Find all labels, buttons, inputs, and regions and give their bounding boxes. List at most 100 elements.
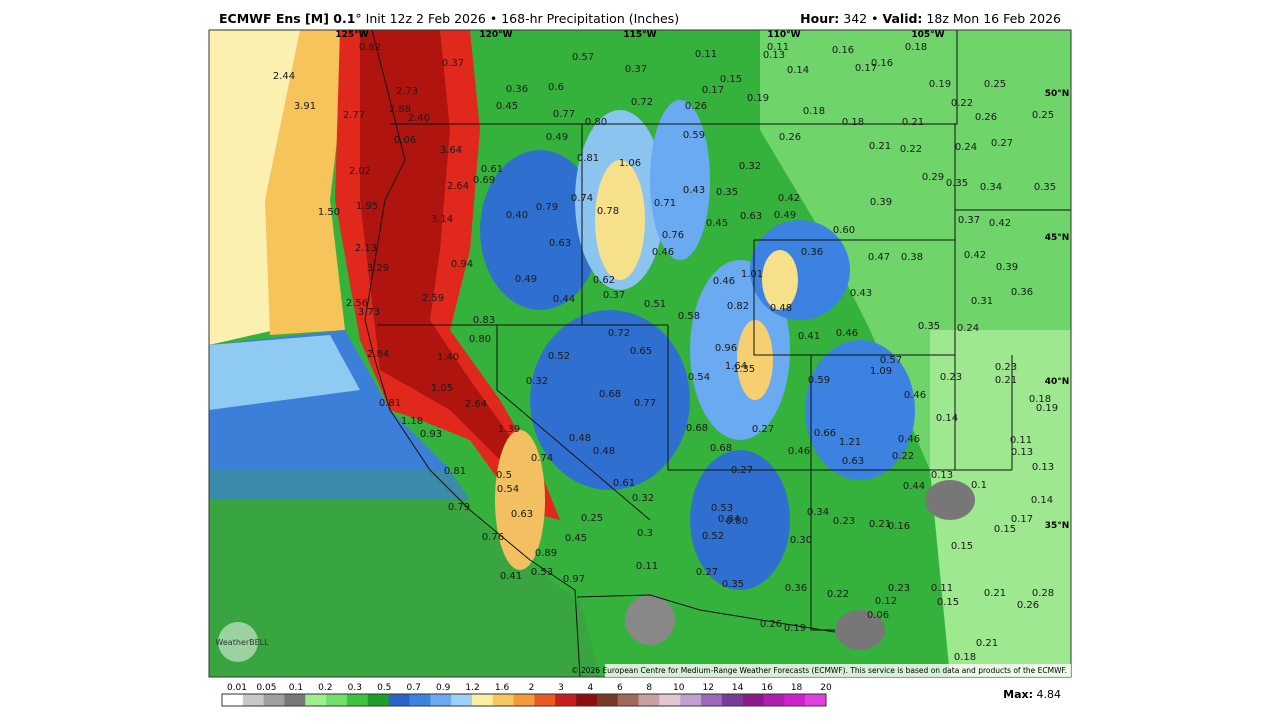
precip-value: 0.23: [940, 372, 962, 383]
precip-value: 0.41: [500, 571, 522, 582]
longitude-label: 105°W: [911, 30, 944, 40]
colorbar-swatch: [805, 694, 827, 706]
longitude-label: 110°W: [767, 30, 800, 40]
precip-value: 0.46: [836, 328, 858, 339]
precip-value: 0.49: [546, 132, 568, 143]
precip-value: 0.72: [608, 328, 630, 339]
precip-value: 0.71: [654, 198, 676, 209]
precip-value: 0.21: [869, 519, 891, 530]
precip-value: 0.32: [632, 493, 654, 504]
precip-value: 0.45: [565, 533, 587, 544]
precip-value: 0.19: [747, 93, 769, 104]
precip-value: 0.15: [937, 597, 959, 608]
precip-value: 0.27: [991, 138, 1013, 149]
colorbar-label: 0.2: [318, 683, 332, 693]
precip-value: 0.78: [597, 206, 619, 217]
precip-value: 1.40: [437, 352, 459, 363]
precip-value: 0.82: [359, 42, 381, 53]
precip-value: 0.11: [931, 583, 953, 594]
colorbar-swatch: [680, 694, 702, 706]
latitude-label: 35°N: [1045, 521, 1070, 531]
colorbar-swatch: [388, 694, 410, 706]
precip-value: 0.5: [496, 470, 512, 481]
precip-value: 0.54: [688, 372, 710, 383]
precip-value: 0.14: [1031, 495, 1053, 506]
precip-value: 0.80: [585, 117, 607, 128]
precip-value: 0.13: [931, 470, 953, 481]
colorbar-swatch: [555, 694, 577, 706]
precip-value: 0.46: [898, 434, 920, 445]
precip-value: 0.84: [718, 514, 740, 525]
precip-value: 0.74: [571, 193, 593, 204]
precip-value: 0.81: [577, 153, 599, 164]
precip-value: 0.35: [918, 321, 940, 332]
precip-value: 1.21: [839, 437, 861, 448]
colorbar-swatch: [513, 694, 535, 706]
precip-value: 0.49: [515, 274, 537, 285]
precip-value: 0.21: [976, 638, 998, 649]
precip-value: 1.09: [870, 366, 892, 377]
longitude-label: 120°W: [479, 30, 512, 40]
precip-value: 0.43: [683, 185, 705, 196]
title-bold: ECMWF Ens [M] 0.1: [219, 11, 355, 26]
colorbar-swatch: [784, 694, 806, 706]
precip-value: 0.83: [473, 315, 495, 326]
colorbar-label: 0.7: [407, 683, 421, 693]
colorbar-label: 3: [558, 683, 564, 693]
precip-value: 0.46: [713, 276, 735, 287]
precip-value: 0.93: [420, 429, 442, 440]
precip-value: 0.22: [951, 98, 973, 109]
precip-value: 1.50: [318, 207, 340, 218]
precip-value: 0.94: [451, 259, 473, 270]
precip-value: 0.21: [984, 588, 1006, 599]
hour-label: Hour:: [800, 11, 839, 26]
precip-value: 0.81: [444, 466, 466, 477]
precip-value: 0.23: [888, 583, 910, 594]
precip-value: 0.14: [787, 65, 809, 76]
precip-value: 0.23: [995, 362, 1017, 373]
precip-value: 0.06: [867, 610, 889, 621]
precip-value: 0.66: [814, 428, 836, 439]
precip-value: 0.17: [702, 85, 724, 96]
precip-value: 0.51: [644, 299, 666, 310]
precip-value: 0.26: [760, 619, 782, 630]
precip-value: 0.46: [652, 247, 674, 258]
precip-value: 0.57: [880, 355, 902, 366]
colorbar-swatch: [763, 694, 785, 706]
precip-value: 3.29: [367, 263, 389, 274]
longitude-label: 115°W: [623, 30, 656, 40]
colorbar-swatch: [367, 694, 389, 706]
precip-value: 0.37: [442, 58, 464, 69]
precip-value: 0.46: [904, 390, 926, 401]
precip-value: 0.1: [971, 480, 987, 491]
precip-value: 3.14: [431, 214, 453, 225]
precip-value: 0.44: [553, 294, 575, 305]
precip-value: 0.11: [767, 42, 789, 53]
latitude-label: 45°N: [1045, 233, 1070, 243]
precip-value: 2.56: [346, 298, 368, 309]
precip-value: 0.22: [827, 589, 849, 600]
max: Max: 4.84: [1003, 688, 1061, 701]
precip-value: 2.73: [396, 86, 418, 97]
hour: 342 •: [843, 11, 878, 26]
precip-value: 0.23: [833, 516, 855, 527]
precip-value: 0.35: [1034, 182, 1056, 193]
precip-value: 0.46: [788, 446, 810, 457]
borders: [377, 30, 1071, 633]
colorbar-swatch: [721, 694, 743, 706]
precip-value: 0.62: [593, 275, 615, 286]
precip-value: 0.74: [531, 453, 553, 464]
colorbar-label: 10: [673, 683, 685, 693]
precip-value: 0.60: [833, 225, 855, 236]
precip-value: 0.27: [696, 567, 718, 578]
colorbar-swatch: [409, 694, 431, 706]
precip-value: 0.15: [994, 524, 1016, 535]
precip-value: 0.52: [702, 531, 724, 542]
colorbar-label: 0.3: [348, 683, 362, 693]
precip-value: 0.59: [683, 130, 705, 141]
precip-value: 0.06: [394, 135, 416, 146]
valid: Hour: 342 • Valid: 18z Mon 16 Feb 2026: [800, 11, 1061, 26]
precip-value: 0.37: [958, 215, 980, 226]
precip-value: 0.63: [511, 509, 533, 520]
latitude-label: 50°N: [1045, 89, 1070, 99]
